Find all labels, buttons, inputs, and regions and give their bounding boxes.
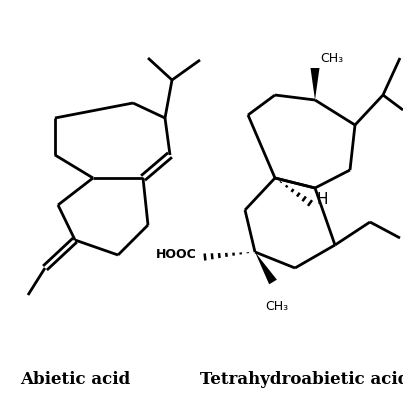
Polygon shape [310,68,320,100]
Text: HOOC: HOOC [156,249,197,262]
Polygon shape [255,252,277,284]
Text: Tetrahydroabietic acid: Tetrahydroabietic acid [200,372,403,388]
Text: Abietic acid: Abietic acid [20,372,130,388]
Text: H: H [317,193,328,208]
Text: CH₃: CH₃ [320,52,343,64]
Text: CH₃: CH₃ [266,300,289,313]
